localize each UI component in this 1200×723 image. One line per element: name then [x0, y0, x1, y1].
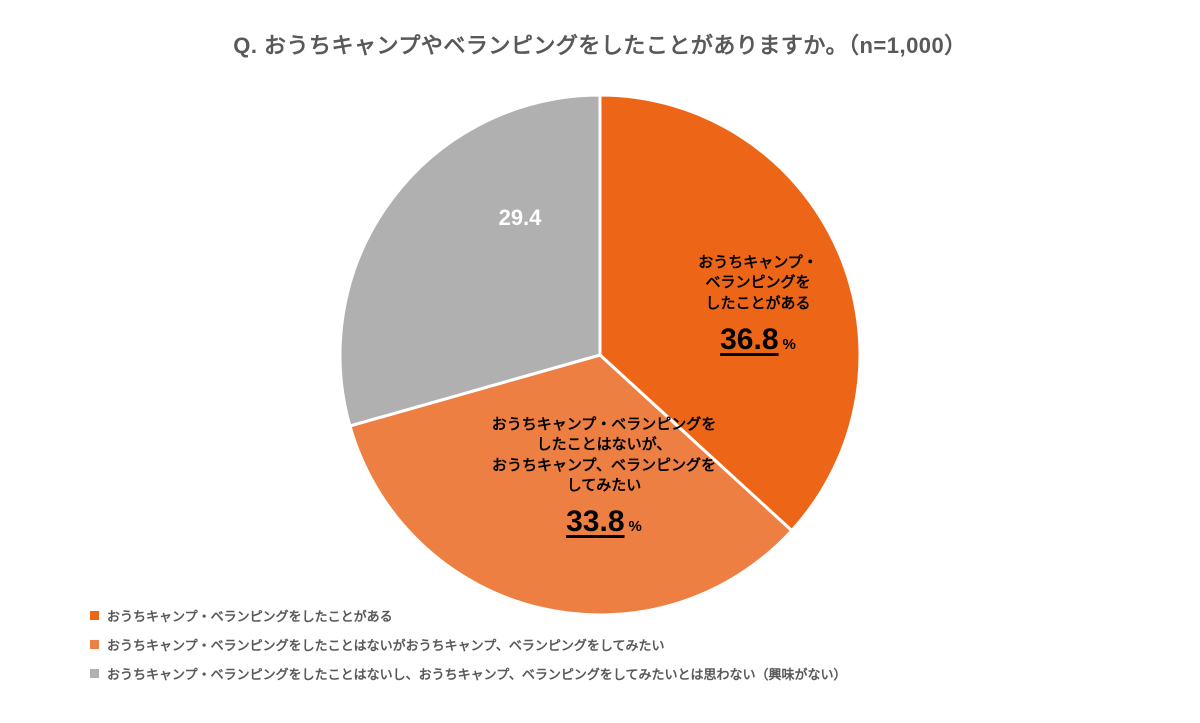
slice-label-done: おうちキャンプ・ ベランピングを したことがある 36.8%	[658, 253, 858, 360]
legend-item-1: おうちキャンプ・ベランピングをしたことはないがおうちキャンプ、ベランピングをして…	[90, 635, 846, 654]
slice-value-want: 33.8%	[454, 502, 754, 543]
legend-swatch-0	[90, 611, 99, 620]
legend-label-1: おうちキャンプ・ベランピングをしたことはないがおうちキャンプ、ベランピングをして…	[107, 635, 664, 654]
slice-label-text-done: おうちキャンプ・ ベランピングを したことがある	[658, 253, 858, 314]
slice-value-done: 36.8%	[658, 320, 858, 361]
slice-label-text-want: おうちキャンプ・ベランピングを したことはないが、 おうちキャンプ、ベランピング…	[454, 415, 754, 496]
slice-value-number-no_interest: 29.4	[499, 203, 542, 233]
slice-value-no_interest: 29.4	[460, 203, 580, 233]
slice-value-number-done: 36.8	[720, 320, 778, 361]
legend-item-2: おうちキャンプ・ベランピングをしたことはないし、おうちキャンプ、ベランピングをし…	[90, 664, 846, 683]
legend-label-2: おうちキャンプ・ベランピングをしたことはないし、おうちキャンプ、ベランピングをし…	[107, 664, 846, 683]
legend-swatch-1	[90, 640, 99, 649]
slice-value-pct-done: %	[783, 335, 796, 355]
slice-value-number-want: 33.8	[566, 502, 624, 543]
slice-label-want: おうちキャンプ・ベランピングを したことはないが、 おうちキャンプ、ベランピング…	[454, 415, 754, 543]
legend: おうちキャンプ・ベランピングをしたことがあるおうちキャンプ・ベランピングをしたこ…	[90, 606, 846, 693]
slice-value-pct-want: %	[629, 517, 642, 537]
legend-swatch-2	[90, 669, 99, 678]
pie-chart: おうちキャンプ・ ベランピングを したことがある 36.8% おうちキャンプ・ベラン…	[340, 95, 860, 615]
chart-title: Q. おうちキャンプやベランピングをしたことがありますか。（n=1,000）	[0, 28, 1200, 60]
legend-item-0: おうちキャンプ・ベランピングをしたことがある	[90, 606, 846, 625]
slice-label-no_interest: 29.4	[460, 197, 580, 233]
legend-label-0: おうちキャンプ・ベランピングをしたことがある	[107, 606, 393, 625]
